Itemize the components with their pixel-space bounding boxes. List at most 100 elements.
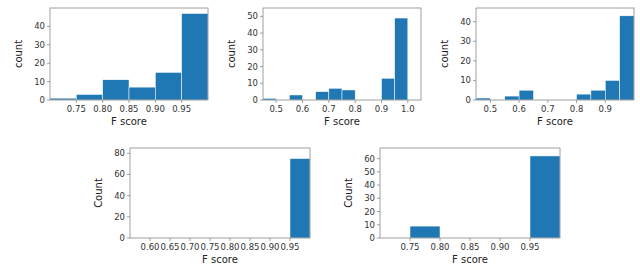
- x-tick: [519, 100, 520, 103]
- x-tick-label: 0.95: [281, 242, 300, 252]
- x-tick: [302, 100, 303, 103]
- y-tick: [127, 195, 130, 196]
- y-tick: [377, 185, 380, 186]
- x-tick: [440, 238, 441, 241]
- y-tick: [377, 158, 380, 159]
- x-tick-label: 0.6: [512, 104, 526, 114]
- x-tick-label: 0.8: [570, 104, 584, 114]
- y-tick: [260, 33, 263, 34]
- x-tick-label: 0.7: [322, 104, 336, 114]
- x-tick: [76, 100, 77, 103]
- figure: 0.75 0.80 0.85 0.90 0.95 0 10 20 30 40 F score coun…: [0, 0, 640, 279]
- y-tick: [47, 81, 50, 82]
- plot-frame: [263, 8, 421, 100]
- panel-histogram: 0.750.800.850.900.950102030405060F score…: [343, 148, 560, 265]
- x-tick-label: 0.80: [221, 242, 240, 252]
- y-tick: [473, 100, 476, 101]
- y-tick: [127, 238, 130, 239]
- x-axis-label: F score: [452, 254, 488, 265]
- histogram-bar: [76, 94, 102, 100]
- x-tick: [102, 100, 103, 103]
- x-tick: [328, 100, 329, 103]
- panel-histogram: 0.50.60.70.80.91.001020304050F scorecoun…: [226, 8, 421, 127]
- histogram-bar: [605, 80, 619, 100]
- y-tick: [47, 26, 50, 27]
- y-tick: [260, 16, 263, 17]
- x-tick: [470, 238, 471, 241]
- x-tick: [210, 238, 211, 241]
- histogram-bar: [329, 88, 342, 100]
- x-tick-label: 0.6: [296, 104, 310, 114]
- y-tick: [47, 44, 50, 45]
- x-tick-label: 0.85: [120, 104, 139, 114]
- y-tick: [377, 238, 380, 239]
- x-tick: [410, 238, 411, 241]
- y-tick-label: 10: [34, 77, 45, 87]
- x-tick: [129, 100, 130, 103]
- x-axis-label: F score: [111, 116, 147, 127]
- histogram-bar: [155, 72, 181, 100]
- x-tick: [155, 100, 156, 103]
- y-tick-label: 20: [34, 58, 45, 68]
- x-tick: [276, 100, 277, 103]
- x-tick: [381, 100, 382, 103]
- y-tick-label: 20: [247, 62, 258, 72]
- x-axis-label: F score: [324, 116, 360, 127]
- y-tick: [377, 211, 380, 212]
- x-tick-label: 0.85: [461, 242, 480, 252]
- bars: [50, 14, 208, 100]
- x-tick-label: 0.70: [181, 242, 200, 252]
- histogram-bar: [382, 78, 395, 100]
- x-tick: [490, 100, 491, 103]
- y-tick: [127, 216, 130, 217]
- histogram-bar: [289, 95, 302, 100]
- histogram-bar: [519, 90, 533, 100]
- y-axis-label: count: [226, 40, 237, 68]
- y-tick-label: 30: [460, 36, 471, 46]
- y-tick: [473, 80, 476, 81]
- y-tick: [377, 198, 380, 199]
- y-tick: [473, 21, 476, 22]
- x-tick: [290, 238, 291, 241]
- x-tick: [407, 100, 408, 103]
- x-tick: [270, 238, 271, 241]
- x-tick-label: 0.90: [491, 242, 510, 252]
- bars: [290, 159, 310, 238]
- y-axis-label: count: [13, 40, 24, 68]
- x-tick-label: 0.80: [93, 104, 112, 114]
- y-tick-label: 40: [34, 21, 45, 31]
- y-tick-label: 0: [466, 95, 471, 105]
- y-tick-label: 10: [247, 78, 258, 88]
- bars: [410, 156, 560, 238]
- x-tick-label: 0.75: [67, 104, 86, 114]
- plot-frame: [50, 8, 208, 100]
- y-tick-label: 20: [460, 56, 471, 66]
- y-tick: [127, 153, 130, 154]
- panel-histogram: 0.50.60.70.80.9010203040F scorecount: [439, 8, 634, 127]
- histogram-bar: [342, 90, 355, 100]
- bars: [476, 16, 634, 100]
- y-tick-label: 60: [114, 169, 125, 179]
- histogram-bar: [620, 16, 634, 100]
- x-tick-label: 0.5: [269, 104, 283, 114]
- plot-frame: [130, 148, 310, 238]
- y-tick-label: 30: [34, 40, 45, 50]
- x-tick: [190, 238, 191, 241]
- y-tick-label: 50: [247, 11, 258, 21]
- y-tick: [47, 63, 50, 64]
- x-tick: [500, 238, 501, 241]
- histogram-bar: [129, 87, 155, 100]
- x-tick-label: 0.8: [348, 104, 362, 114]
- panel-histogram: 0.750.800.850.900.95010203040F scorecoun…: [13, 8, 208, 127]
- histogram-bar: [591, 90, 605, 100]
- y-tick: [260, 49, 263, 50]
- histogram-bar: [577, 94, 591, 100]
- plot-frame: [380, 148, 560, 238]
- y-tick-label: 60: [364, 154, 375, 164]
- bars: [263, 18, 408, 100]
- y-tick-label: 80: [114, 148, 125, 158]
- x-tick: [355, 100, 356, 103]
- x-tick: [230, 238, 231, 241]
- y-tick-label: 30: [247, 45, 258, 55]
- histogram-bar: [290, 159, 310, 238]
